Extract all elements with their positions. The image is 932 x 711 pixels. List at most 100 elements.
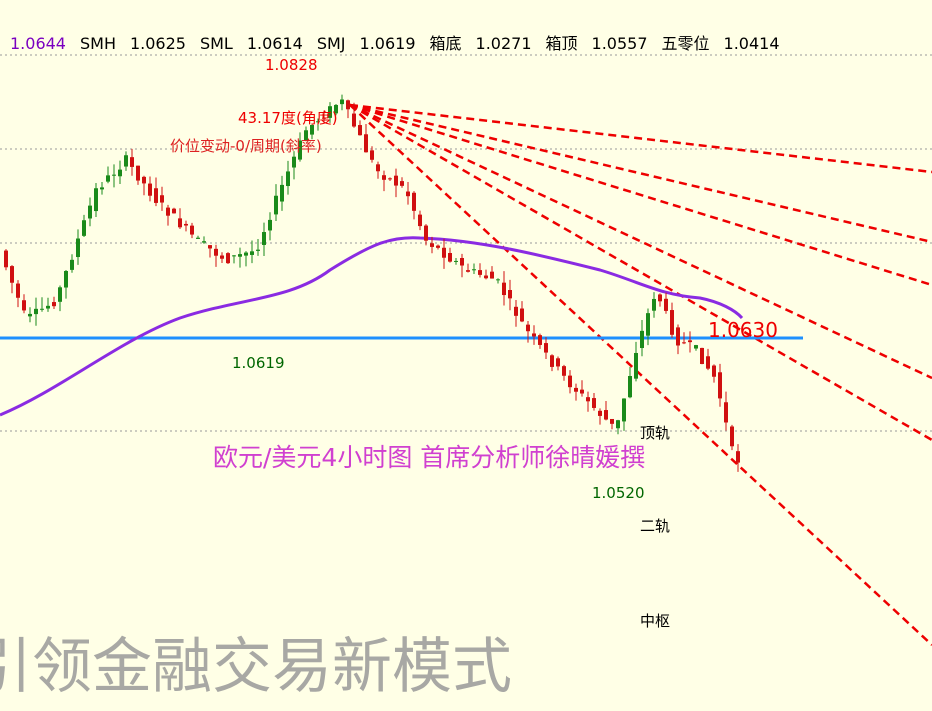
candle-body	[214, 248, 218, 256]
candle-body	[484, 275, 488, 279]
candle-body	[376, 164, 380, 172]
indicator-name: 箱底	[429, 34, 462, 53]
candle-body	[508, 290, 512, 299]
indicator-value: 1.0557	[591, 34, 648, 53]
candle-body	[58, 287, 62, 302]
candle-body	[292, 156, 296, 168]
candle-body	[712, 365, 716, 377]
candle-body	[286, 171, 290, 187]
candle-body	[268, 219, 272, 231]
rail-label: 顶轨	[640, 424, 671, 442]
candle-body	[478, 270, 482, 275]
candle-body	[304, 130, 308, 142]
slope-label: 价位变动-0/周期(斜率)	[170, 137, 322, 155]
candle-body	[424, 225, 428, 241]
indicator-value: 1.0414	[723, 34, 780, 53]
candle-body	[28, 313, 32, 317]
candle-body	[580, 389, 584, 394]
candle-body	[412, 192, 416, 211]
candle-body	[568, 375, 572, 388]
candle-body	[592, 398, 596, 408]
candle-body	[352, 113, 356, 127]
candle-body	[574, 387, 578, 392]
candle-body	[442, 247, 446, 258]
candle-body	[4, 250, 8, 268]
candle-body	[652, 298, 656, 311]
candle-body	[520, 308, 524, 322]
candle-body	[370, 150, 374, 160]
candle-body	[700, 347, 704, 364]
candle-body	[544, 343, 548, 353]
angle-label: 43.17度(角度)	[238, 109, 338, 127]
candle-body	[196, 237, 200, 239]
candle-body	[406, 191, 410, 197]
candle-body	[100, 187, 104, 190]
rail-label: 二轨	[640, 517, 671, 535]
candle-body	[244, 252, 248, 256]
candle-body	[622, 398, 626, 422]
candle-body	[604, 410, 608, 420]
candle-body	[562, 366, 566, 376]
high-label: 1.0828	[265, 56, 318, 74]
candle-body	[610, 418, 614, 424]
candle-body	[418, 214, 422, 227]
indicator-value: 1.0271	[475, 34, 532, 53]
candle-body	[364, 134, 368, 153]
candle-body	[262, 232, 266, 245]
candle-body	[454, 260, 458, 262]
fan-line	[349, 104, 932, 646]
candle-body	[322, 117, 326, 119]
candle-body	[298, 140, 302, 160]
candle-body	[382, 175, 386, 180]
candle-body	[94, 188, 98, 212]
candle-body	[586, 397, 590, 402]
candle-body	[430, 243, 434, 247]
candle-body	[130, 157, 134, 167]
candle-body	[640, 330, 644, 349]
candle-body	[490, 271, 494, 279]
level-label: 1.0630	[708, 318, 778, 342]
candle-body	[136, 165, 140, 181]
candle-body	[160, 195, 164, 203]
fan-line	[349, 103, 932, 287]
candle-body	[730, 426, 734, 447]
candle-body	[184, 223, 188, 226]
indicator-name: SML	[199, 34, 233, 53]
watermark: 引领金融交易新模式	[0, 632, 512, 702]
fan-line	[349, 103, 932, 174]
candle-body	[724, 402, 728, 423]
candle-body	[676, 327, 680, 346]
candle-body	[46, 305, 50, 309]
candle-body	[124, 155, 128, 167]
candle-body	[250, 251, 254, 255]
fan-line	[349, 103, 932, 244]
candle-body	[172, 208, 176, 214]
candle-body	[82, 220, 86, 236]
candle-body	[52, 302, 56, 307]
candle-body	[154, 188, 158, 203]
candle-body	[70, 259, 74, 270]
candle-body	[436, 245, 440, 248]
candle-body	[328, 106, 332, 118]
candle-body	[496, 279, 500, 281]
candle-body	[190, 225, 194, 235]
candle-body	[274, 195, 278, 215]
candle-body	[598, 410, 602, 416]
indicator-value: 1.0619	[359, 34, 416, 53]
candle-body	[76, 238, 80, 258]
candle-body	[682, 342, 686, 344]
low-label: 1.0520	[592, 484, 645, 502]
fan-line	[349, 103, 932, 442]
candle-body	[394, 175, 398, 186]
candle-body	[718, 372, 722, 399]
candle-body	[466, 270, 470, 272]
candle-body	[40, 308, 44, 310]
candle-body	[340, 99, 344, 105]
candle-body	[538, 335, 542, 345]
candle-body	[316, 121, 320, 123]
candle-body	[310, 125, 314, 135]
indicator-value: 1.0625	[129, 34, 186, 53]
rail-label: 中枢	[640, 612, 671, 630]
candle-body	[448, 252, 452, 262]
